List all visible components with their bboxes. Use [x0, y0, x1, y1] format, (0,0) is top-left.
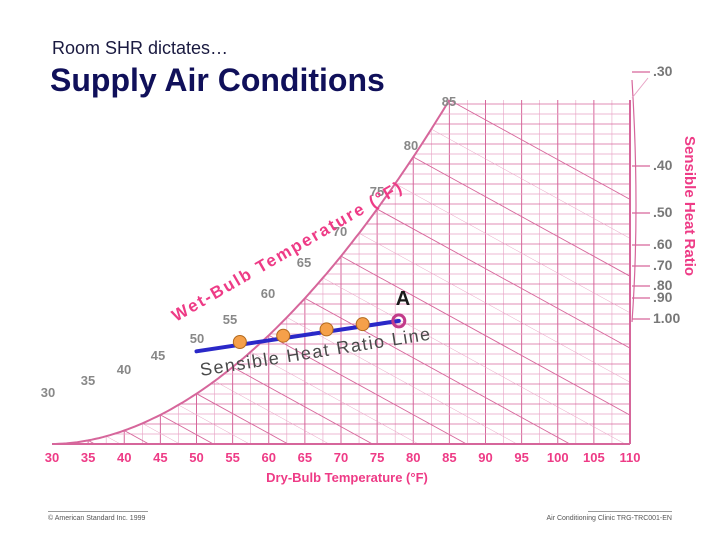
wet-bulb-gridline	[268, 334, 467, 445]
wb-tick-label: 80	[404, 138, 418, 153]
dry-bulb-gridlines	[69, 100, 631, 444]
wet-bulb-gridline	[250, 351, 419, 445]
wet-bulb-gridline	[340, 255, 631, 416]
wb-tick-label: 85	[442, 94, 456, 109]
db-tick-label: 45	[153, 450, 167, 465]
wet-bulb-gridline	[142, 423, 180, 445]
wet-bulb-gridline	[376, 208, 631, 349]
shr-axis-label: Sensible Heat Ratio	[681, 136, 698, 276]
enthalpy-gridlines	[69, 99, 631, 445]
wb-tick-label: 55	[223, 312, 237, 327]
shr-pointer	[631, 77, 649, 99]
wb-tick-label: 65	[297, 255, 311, 270]
wet-bulb-gridline	[304, 297, 571, 445]
shr-tick-label: .40	[653, 157, 673, 173]
slide-title: Supply Air Conditions	[50, 62, 385, 98]
db-tick-label: 65	[298, 450, 312, 465]
db-tick-label: 40	[117, 450, 131, 465]
point-a-label: A	[396, 288, 410, 310]
db-tick-label: 85	[442, 450, 456, 465]
db-tick-label: 50	[189, 450, 203, 465]
wet-bulb-gridline	[160, 414, 214, 445]
wb-tick-label: 75	[370, 184, 384, 199]
process-point	[276, 328, 291, 343]
db-tick-label: 55	[225, 450, 239, 465]
db-tick-label: 75	[370, 450, 384, 465]
shr-tick-label: .60	[653, 236, 673, 252]
process-point	[232, 335, 247, 349]
db-tick-label: 70	[334, 450, 348, 465]
wet-bulb-gridline	[178, 404, 250, 445]
wet-bulb-gridline	[322, 277, 626, 445]
db-tick-label: 35	[81, 450, 95, 465]
wet-bulb-gridline	[413, 156, 631, 277]
wb-tick-label: 30	[41, 385, 55, 400]
wet-bulb-gridline	[449, 99, 631, 200]
footer-source: Air Conditioning Clinic TRG-TRC001-EN	[546, 515, 672, 522]
shr-tick-label: 1.00	[653, 310, 680, 326]
process-line-group	[194, 313, 407, 354]
db-tick-label: 105	[583, 450, 605, 465]
db-tick-label: 60	[262, 450, 276, 465]
wet-bulb-gridline	[214, 380, 330, 445]
footer-rule-right	[588, 511, 672, 512]
shr-protractor	[631, 71, 650, 323]
dry-bulb-tick-labels: 30 35 40 45 50 55 60 65 70 75 80 85 90 95 100 105 110	[45, 450, 641, 465]
slide-subtitle: Room SHR dictates…	[52, 38, 229, 58]
db-tick-label: 110	[620, 450, 641, 465]
wb-tick-label: 40	[117, 362, 131, 377]
process-point	[319, 322, 334, 337]
footer-copyright: © American Standard Inc. 1999	[48, 515, 146, 522]
wet-bulb-gridline	[196, 393, 289, 445]
wet-bulb-gridline	[106, 435, 121, 445]
shr-tick-label: .80	[653, 277, 673, 293]
wet-bulb-gridline	[124, 430, 149, 445]
wet-bulb-gridline	[232, 366, 373, 445]
wet-bulb-tick-labels: 30 35 40 45 50 55 60 65 70 75 80 85	[41, 94, 456, 400]
room-point-a	[391, 313, 407, 329]
process-point	[355, 317, 370, 332]
humidity-gridlines	[113, 103, 630, 435]
wet-bulb-gridline	[286, 317, 518, 445]
shr-tick-label: .50	[653, 204, 673, 220]
wet-bulb-gridline	[431, 128, 631, 239]
x-axis-label: Dry-Bulb Temperature (°F)	[266, 470, 428, 485]
saturation-curve	[52, 99, 451, 445]
wet-bulb-gridline	[358, 233, 631, 383]
shr-tick-label: .30	[653, 63, 673, 79]
wet-bulb-axis-label: Wet-Bulb Temperature (°F)	[169, 177, 407, 325]
wet-bulb-gridline	[395, 183, 631, 313]
wb-tick-label: 60	[261, 286, 275, 301]
wb-tick-label: 35	[81, 373, 95, 388]
footer-rule-left	[48, 511, 148, 512]
wb-tick-label: 45	[151, 348, 165, 363]
shr-tick-label: .70	[653, 257, 673, 273]
shr-tick-labels: .30 .40 .50 .60 .70 .80.90 1.00	[653, 63, 680, 326]
wb-tick-label: 70	[333, 224, 347, 239]
db-tick-label: 30	[45, 450, 59, 465]
shr-arc	[631, 79, 637, 323]
db-tick-label: 80	[406, 450, 420, 465]
shr-tick-label: .90	[653, 289, 673, 305]
db-tick-label: 100	[547, 450, 569, 465]
db-tick-label: 95	[514, 450, 528, 465]
db-tick-label: 90	[478, 450, 492, 465]
wb-tick-label: 50	[190, 331, 204, 346]
